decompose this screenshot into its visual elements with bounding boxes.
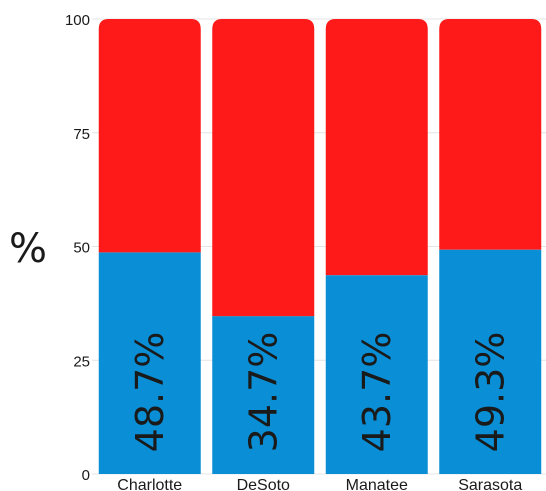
x-axis-ticks: Charlotte DeSoto Manatee Sarasota xyxy=(117,477,522,491)
data-label: 49.3% xyxy=(468,332,512,453)
y-tick-label: 0 xyxy=(82,467,90,484)
x-tick-label: DeSoto xyxy=(237,477,290,491)
y-tick-label: 75 xyxy=(73,126,90,143)
y-tick-label: 50 xyxy=(73,240,90,257)
bar-segment-bottom xyxy=(439,249,542,474)
data-label: 43.7% xyxy=(355,332,399,453)
data-labels: 48.7% 34.7% 43.7% 49.3% xyxy=(128,332,513,453)
x-tick-label: Charlotte xyxy=(117,477,182,491)
x-tick-label: Sarasota xyxy=(458,477,522,491)
bar-segment-bottom xyxy=(212,316,315,474)
bar-segment-top xyxy=(212,19,315,317)
y-axis-ticks: 0 25 50 75 100 xyxy=(65,12,90,484)
y-tick-label: 100 xyxy=(65,12,90,29)
y-axis-label: % xyxy=(9,226,47,272)
bars xyxy=(98,19,542,474)
bar-segment-top xyxy=(98,19,201,253)
bar-segment-top xyxy=(439,19,542,250)
data-label: 34.7% xyxy=(241,332,285,453)
y-tick-label: 25 xyxy=(73,353,90,370)
x-tick-label: Manatee xyxy=(346,477,408,491)
bar-segment-top xyxy=(325,19,428,276)
bar-segment-bottom xyxy=(98,252,201,474)
bar-segment-bottom xyxy=(325,275,428,474)
data-label: 48.7% xyxy=(128,332,172,453)
